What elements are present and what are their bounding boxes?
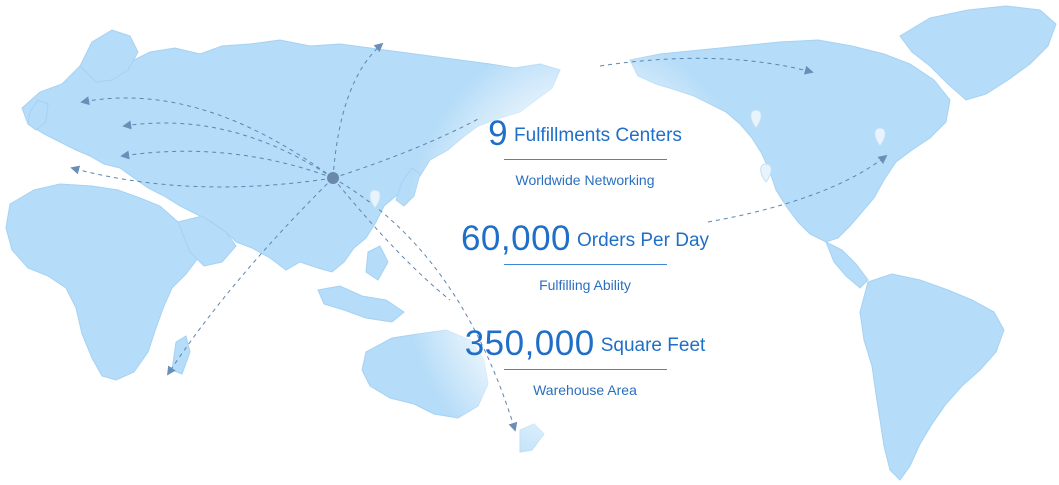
stat-caption: Worldwide Networking [515, 172, 655, 188]
location-pin-icon [369, 189, 381, 209]
stat-headline: 60,000 Orders Per Day [440, 221, 730, 256]
greenland-landmass [899, 5, 1057, 101]
stat-number: 350,000 [464, 324, 595, 363]
stats-highlight-glow [400, 30, 770, 485]
stat-headline: 9 Fulfillments Centers [440, 116, 730, 151]
route-to-madagascar [167, 177, 334, 376]
stat-number: 9 [488, 114, 509, 153]
southeast-asia-islands [317, 285, 405, 323]
stat-headline: 350,000 Square Feet [440, 326, 730, 361]
shipping-routes [70, 42, 888, 432]
philippines-landmass [365, 245, 389, 281]
stat-caption: Fulfilling Ability [539, 277, 631, 293]
location-pin-icon [874, 127, 886, 147]
stat-unit: Orders Per Day [577, 230, 710, 251]
central-america-landmass [825, 240, 869, 289]
warehouse-markers [369, 109, 886, 209]
stat-unit: Fulfillments Centers [514, 125, 682, 146]
stat-divider [503, 159, 667, 160]
route-to-west-africa [70, 165, 334, 188]
route-to-canada [599, 57, 814, 75]
route-to-northern-europe [80, 96, 334, 179]
stat-unit: Square Feet [600, 335, 706, 356]
south-america-landmass [859, 273, 1005, 481]
britain-landmass [27, 99, 49, 131]
arabia-landmass [177, 215, 237, 267]
stat-number: 60,000 [460, 219, 572, 258]
stat-warehouse-area: 350,000 Square Feet Warehouse Area [440, 326, 730, 398]
africa-landmass [5, 183, 199, 381]
china-hub-dot [327, 172, 339, 184]
location-pin-icon [750, 109, 762, 129]
stat-divider [503, 369, 667, 370]
scandinavia-landmass [79, 29, 139, 83]
stat-divider [503, 264, 667, 265]
stat-orders-per-day: 60,000 Orders Per Day Fulfilling Ability [440, 221, 730, 293]
location-pin-icon [760, 163, 772, 183]
stat-fulfillment-centers: 9 Fulfillments Centers Worldwide Networki… [440, 116, 730, 188]
route-to-southern-europe [120, 150, 334, 179]
stat-caption: Warehouse Area [533, 382, 637, 398]
route-to-central-europe [122, 120, 334, 179]
route-to-southeast [332, 177, 451, 301]
